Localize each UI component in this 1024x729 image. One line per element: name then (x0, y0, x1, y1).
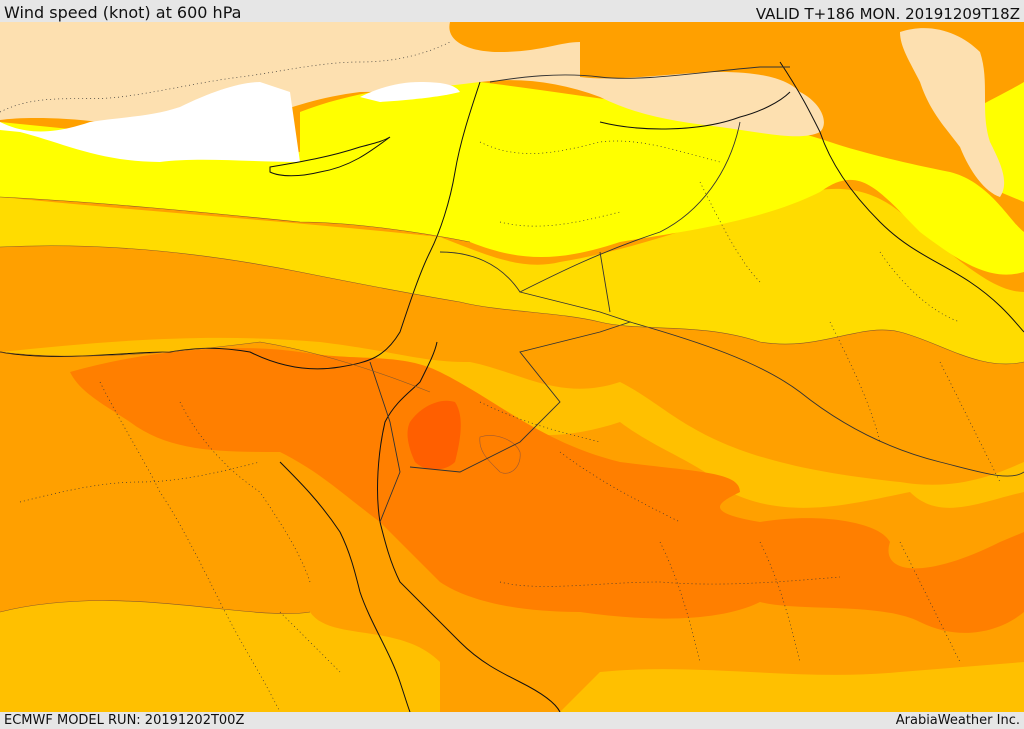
map-title: Wind speed (knot) at 600 hPa (4, 3, 242, 22)
sea-area (0, 82, 300, 162)
wind-speed-map (0, 22, 1024, 712)
sea-area-small (360, 82, 460, 102)
credit-label: ArabiaWeather Inc. (895, 713, 1020, 728)
footer-bar: ECMWF MODEL RUN: 20191202T00Z ArabiaWeat… (0, 712, 1024, 729)
map-panel (0, 22, 1024, 712)
model-run-label: ECMWF MODEL RUN: 20191202T00Z (4, 713, 245, 728)
title-bar: Wind speed (knot) at 600 hPa VALID T+186… (0, 0, 1024, 23)
contour-lines (0, 196, 1024, 614)
contour-band-south-west (0, 600, 440, 712)
contour-core-max (407, 400, 461, 470)
contour-band-south-east (560, 662, 1024, 712)
valid-time: VALID T+186 MON. 20191209T18Z (755, 5, 1020, 23)
country-borders (369, 66, 1024, 523)
contour-band-mid (0, 188, 1024, 365)
contour-band-high (70, 348, 1024, 633)
contour-patch (479, 435, 521, 474)
admin-borders (0, 41, 1001, 712)
contour-band-lowest-ne (900, 28, 1005, 198)
